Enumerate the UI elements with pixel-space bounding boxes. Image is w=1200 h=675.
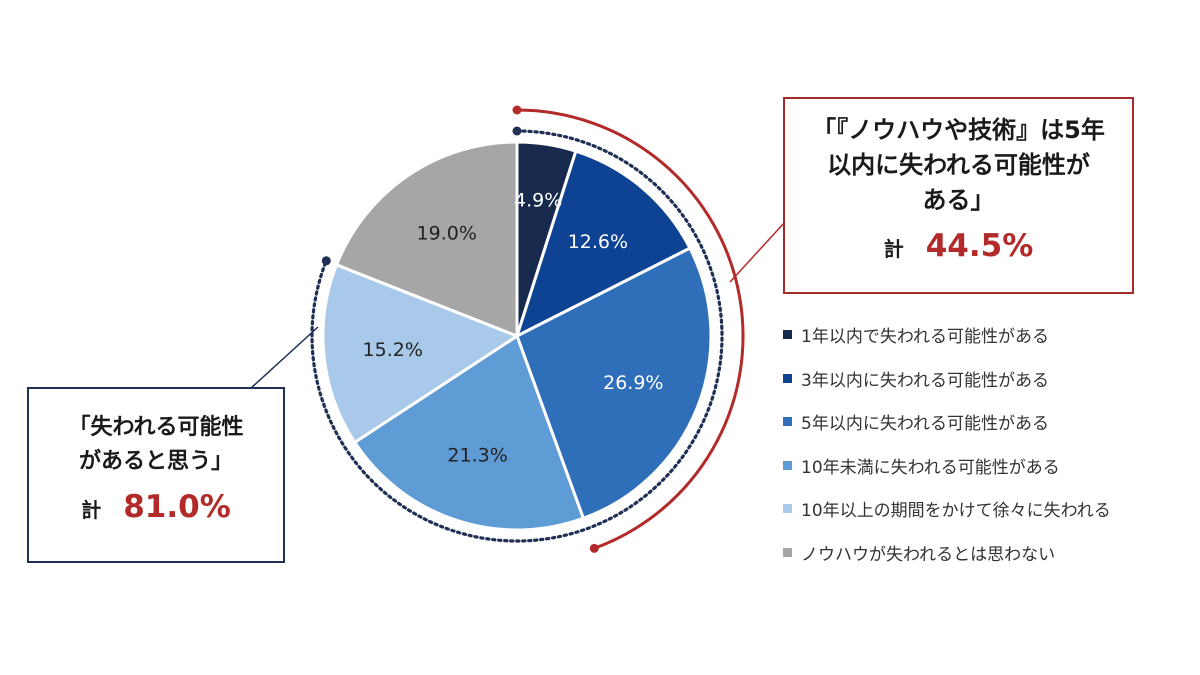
callout-five-years-total-value: 44.5% [925, 228, 1034, 264]
slice-data-label: 15.2% [363, 339, 423, 361]
legend-item: 3年以内に失われる可能性がある [783, 357, 1111, 401]
bracket-dot [512, 105, 522, 115]
slice-data-label: 19.0% [417, 223, 477, 245]
legend-label: 10年未満に失われる可能性がある [801, 457, 1060, 478]
pie-slice [353, 334, 585, 532]
pie-slice [335, 140, 519, 338]
callout-five-years: 「『ノウハウや技術』は5年 以内に失われる可能性が ある」 計 44.5% [783, 97, 1134, 294]
slice-data-label: 26.9% [603, 372, 663, 394]
leader-line-may-lose [249, 326, 319, 390]
slice-data-label: 21.3% [447, 445, 507, 467]
legend-item: 10年未満に失われる可能性がある [783, 444, 1111, 488]
bracket-dot [321, 256, 331, 266]
legend-swatch [783, 417, 792, 427]
legend-label: ノウハウが失われるとは思わない [801, 544, 1056, 565]
bracket-dot [512, 126, 522, 136]
pie-slice [515, 149, 692, 338]
callout-may-lose-line-1: 「失われる可能性 [68, 415, 244, 440]
legend-swatch [783, 460, 792, 470]
pie-slice [515, 246, 713, 520]
legend-label: 10年以上の期間をかけて徐々に失われる [801, 501, 1111, 522]
leader-line-five-years [729, 221, 786, 283]
callout-five-years-total: 計 44.5% [785, 228, 1132, 264]
callout-five-years-line-3: ある」 [922, 186, 995, 214]
legend-label: 3年以内に失われる可能性がある [801, 370, 1049, 391]
bracket-arc-may-lose [310, 129, 724, 543]
callout-five-years-total-label: 計 [883, 237, 904, 261]
legend-swatch [783, 373, 792, 383]
callout-five-years-line-1: 「『ノウハウや技術』は5年 [812, 116, 1105, 144]
callout-may-lose-total-value: 81.0% [123, 489, 231, 525]
callout-may-lose-total-label: 計 [81, 498, 102, 522]
legend-label: 5年以内に失われる可能性がある [801, 414, 1049, 435]
callout-five-years-line-2: 以内に失われる可能性が [827, 151, 1090, 179]
callout-may-lose-line-2: があると思う」 [78, 449, 233, 474]
legend-item: ノウハウが失われるとは思わない [783, 531, 1111, 575]
legend-label: 1年以内で失われる可能性がある [801, 327, 1049, 348]
chart-legend: 1年以内で失われる可能性がある 3年以内に失われる可能性がある 5年以内に失われ… [783, 313, 1111, 574]
legend-swatch [783, 504, 792, 514]
pie-slice [321, 263, 519, 444]
bracket-dot [589, 543, 599, 553]
legend-item: 10年以上の期間をかけて徐々に失われる [783, 487, 1111, 531]
legend-item: 1年以内で失われる可能性がある [783, 313, 1111, 357]
callout-may-lose-total: 計 81.0% [29, 489, 283, 525]
slice-data-label: 12.6% [568, 231, 628, 253]
legend-swatch [783, 547, 792, 557]
callout-may-lose: 「失われる可能性 があると思う」 計 81.0% [27, 387, 285, 563]
legend-swatch [783, 330, 792, 340]
bracket-arc-five-years [516, 108, 745, 550]
slice-data-label: 4.9% [514, 190, 562, 212]
legend-item: 5年以内に失われる可能性がある [783, 400, 1111, 444]
